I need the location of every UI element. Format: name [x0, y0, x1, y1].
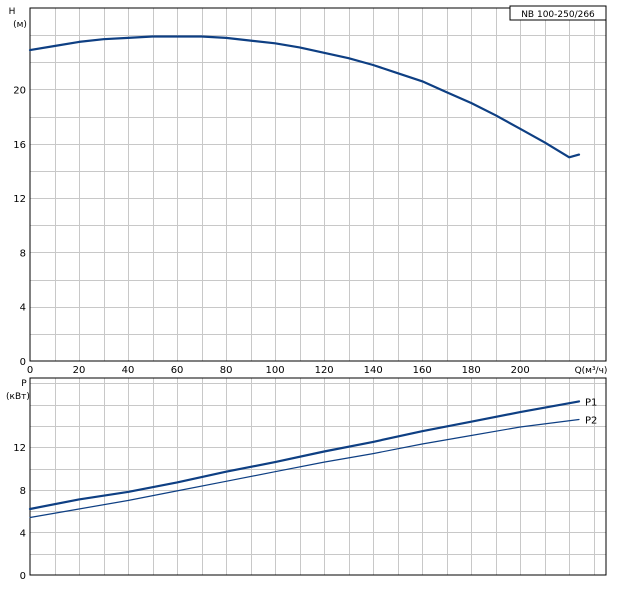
power-chart-grid [30, 378, 606, 575]
head-chart-ticks: 0 20 40 60 80 100 120 140 160 180 200 0 4 8 12 16 20 [13, 85, 529, 376]
head-tick-label: 12 [13, 194, 26, 205]
head-axis-label: H [9, 7, 16, 17]
power-chart-ticks: 0 4 8 12 [13, 443, 26, 582]
power-tick-label: 8 [20, 486, 26, 497]
head-tick-label: 20 [13, 85, 26, 96]
power-tick-label: 4 [20, 528, 26, 539]
head-tick-label: 16 [13, 140, 26, 151]
flow-tick-label: 0 [27, 365, 33, 376]
flow-tick-label: 40 [122, 365, 135, 376]
flow-tick-label: 60 [171, 365, 184, 376]
series-label-p1: P1 [585, 397, 597, 408]
flow-tick-label: 120 [315, 365, 334, 376]
flow-tick-label: 140 [364, 365, 383, 376]
flow-tick-label: 20 [73, 365, 86, 376]
power-axis-unit: (кВт) [6, 392, 30, 402]
head-curve-h [28, 35, 581, 159]
chart-title-box [509, 5, 607, 21]
head-axis-unit: (м) [13, 20, 27, 30]
chart-title: NB 100-250/266 [521, 10, 595, 20]
head-tick-label: 4 [20, 303, 26, 314]
head-chart-curves [28, 35, 581, 159]
power-tick-label: 12 [13, 443, 26, 454]
flow-tick-label: 160 [413, 365, 432, 376]
power-chart-frame [29, 377, 607, 576]
flow-tick-label: 80 [220, 365, 233, 376]
flow-axis-label: Q(м³/ч) [575, 366, 608, 376]
power-axis-label: P [21, 379, 27, 389]
head-chart-frame [29, 7, 607, 362]
flow-tick-label: 180 [462, 365, 481, 376]
series-label-p2: P2 [585, 416, 597, 427]
head-tick-label: 8 [20, 248, 26, 259]
head-chart-grid [30, 8, 606, 361]
flow-tick-label: 100 [266, 365, 285, 376]
power-curve-p1 [28, 400, 581, 511]
head-tick-label: 0 [20, 357, 26, 368]
power-tick-label: 0 [20, 571, 26, 582]
power-chart-curves: P1 P2 [28, 397, 597, 519]
flow-tick-label: 200 [511, 365, 530, 376]
power-curve-p2 [29, 418, 580, 519]
